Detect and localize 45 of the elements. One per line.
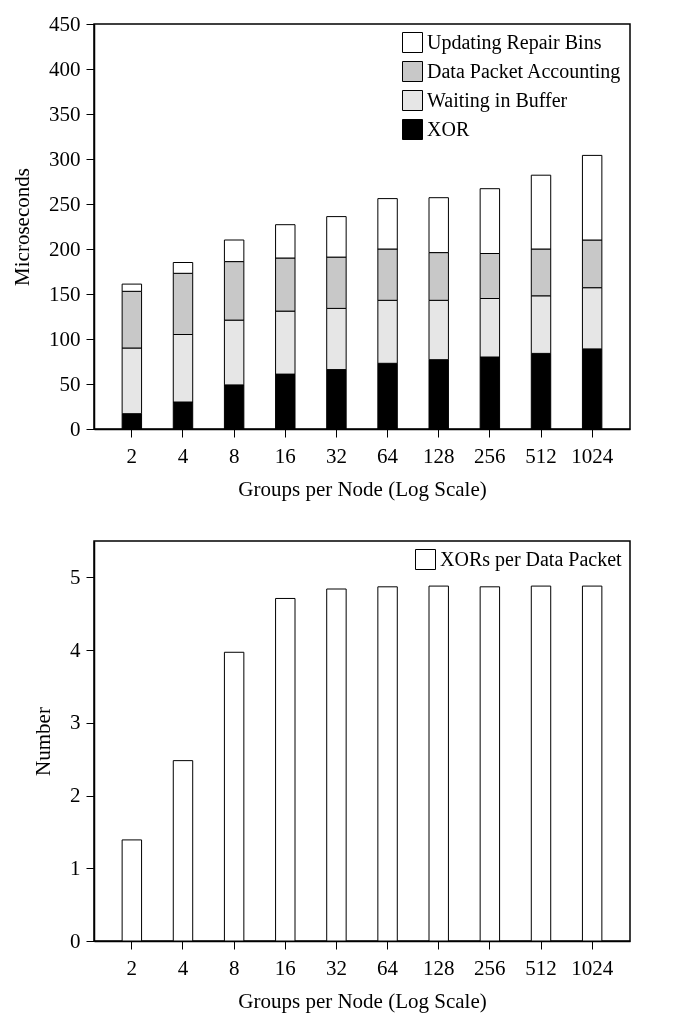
x-tick-label: 32 <box>325 443 347 468</box>
legend-label: XORs per Data Packet <box>440 547 623 571</box>
x-tick-label: 2 <box>126 955 138 980</box>
x-tick-label: 16 <box>274 955 296 980</box>
y-tick-label: 4 <box>70 637 81 662</box>
y-tick-label: 3 <box>70 710 81 735</box>
x-axis-title: Groups per Node (Log Scale) <box>238 476 487 501</box>
x-tick-label: 128 <box>422 443 455 468</box>
y-tick-label: 0 <box>70 928 81 953</box>
x-tick-label: 64 <box>377 955 399 980</box>
y-tick-label: 250 <box>49 191 81 216</box>
x-tick-label: 128 <box>422 955 455 980</box>
y-tick-label: 100 <box>49 326 81 351</box>
x-tick-label: 4 <box>177 443 189 468</box>
y-axis-title: Number <box>31 707 55 776</box>
y-axis-title: Microseconds <box>10 168 34 286</box>
legend-label: Updating Repair Bins <box>427 30 602 54</box>
x-tick-label: 32 <box>325 955 347 980</box>
x-axis-title: Groups per Node (Log Scale) <box>238 988 487 1013</box>
x-tick-label: 64 <box>377 443 399 468</box>
x-tick-label: 16 <box>274 443 296 468</box>
y-tick-label: 200 <box>49 236 81 261</box>
y-tick-label: 5 <box>70 564 81 589</box>
y-tick-label: 150 <box>49 281 81 306</box>
y-tick-label: 400 <box>49 56 81 81</box>
x-tick-label: 4 <box>177 955 189 980</box>
y-tick-label: 350 <box>49 101 81 126</box>
x-tick-label: 1024 <box>571 443 614 468</box>
y-tick-label: 300 <box>49 146 81 171</box>
legend-label: Data Packet Accounting <box>427 59 621 83</box>
legend-label: Waiting in Buffer <box>427 88 568 112</box>
x-tick-label: 1024 <box>571 955 614 980</box>
x-tick-label: 256 <box>474 955 506 980</box>
x-tick-label: 8 <box>228 955 240 980</box>
x-tick-label: 256 <box>474 443 506 468</box>
y-tick-label: 2 <box>70 783 81 808</box>
legend-label: XOR <box>427 117 470 140</box>
y-tick-label: 50 <box>59 371 81 396</box>
y-tick-label: 1 <box>70 855 81 880</box>
x-tick-label: 2 <box>126 443 138 468</box>
y-tick-label: 0 <box>70 416 81 441</box>
x-tick-label: 512 <box>525 955 557 980</box>
x-tick-label: 512 <box>525 443 557 468</box>
y-tick-label: 450 <box>49 11 81 36</box>
x-tick-label: 8 <box>228 443 240 468</box>
